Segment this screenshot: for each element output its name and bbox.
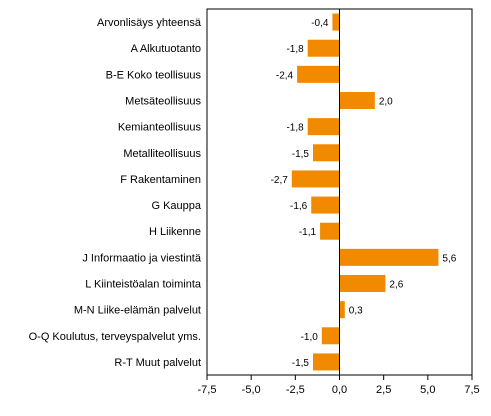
x-axis: -7,5 -5,0 -2,5 0,0 2,5 5,0 7,5 [198, 9, 480, 396]
category-label: M-N Liike-elämän palvelut [74, 305, 201, 317]
category-label: G Kauppa [151, 200, 201, 212]
category-label: F Rakentaminen [120, 174, 201, 186]
data-label: -2,4 [276, 70, 294, 81]
data-label: -1,1 [299, 227, 317, 238]
bar [339, 248, 439, 266]
category-label: Metalliteollisuus [123, 148, 201, 160]
category-label: B-E Koko teollisuus [106, 69, 202, 81]
data-label: -1,8 [286, 44, 304, 55]
category-label: Kemianteollisuus [118, 122, 202, 134]
bars-group [291, 13, 439, 371]
x-tick-label: 0,0 [332, 384, 347, 396]
x-tick-label: 5,0 [420, 384, 435, 396]
data-label: -2,7 [271, 175, 289, 186]
bar [321, 327, 340, 345]
data-label: 5,6 [442, 253, 456, 264]
value-labels: -0,4 -1,8 -2,4 2,0 -1,8 -1,5 -2,7 -1,6 -1,1 5,6 2,… [271, 18, 457, 369]
data-label: 2,6 [389, 280, 403, 291]
category-label: Arvonlisäys yhteensä [97, 17, 202, 29]
category-label: J Informaatio ja viestintä [82, 252, 201, 264]
bar [291, 170, 340, 188]
category-label: R-T Muut palvelut [114, 357, 201, 369]
category-label: A Alkutuotanto [131, 43, 201, 55]
data-label: -0,4 [311, 18, 329, 29]
data-label: -1,5 [292, 149, 310, 160]
bar [313, 144, 340, 162]
data-label: 0,3 [349, 306, 363, 317]
bar [320, 222, 340, 240]
bar [339, 301, 345, 319]
bar [307, 118, 340, 136]
data-label: 2,0 [379, 97, 393, 108]
category-labels: Arvonlisäys yhteensä A Alkutuotanto B-E Ko… [29, 17, 202, 369]
x-tick-label: 7,5 [464, 384, 479, 396]
x-tick-label: -2,5 [286, 384, 305, 396]
category-label: L Kiinteistöalan toiminta [85, 279, 202, 291]
bar [297, 65, 340, 83]
data-label: -1,8 [286, 123, 304, 134]
x-tick-label: -7,5 [198, 384, 217, 396]
data-label: -1,5 [292, 358, 310, 369]
data-label: -1,6 [290, 201, 308, 212]
bar [339, 275, 386, 292]
category-label: O-Q Koulutus, terveyspalvelut yms. [29, 331, 201, 343]
x-tick-label: 2,5 [376, 384, 391, 396]
bar [313, 353, 340, 371]
bar [307, 39, 340, 57]
data-label: -1,0 [301, 332, 319, 343]
bar [339, 92, 375, 109]
bar [332, 13, 340, 31]
category-label: H Liikenne [149, 226, 201, 238]
category-label: Metsäteollisuus [125, 96, 201, 108]
x-tick-label: -5,0 [242, 384, 261, 396]
bar [311, 196, 340, 214]
